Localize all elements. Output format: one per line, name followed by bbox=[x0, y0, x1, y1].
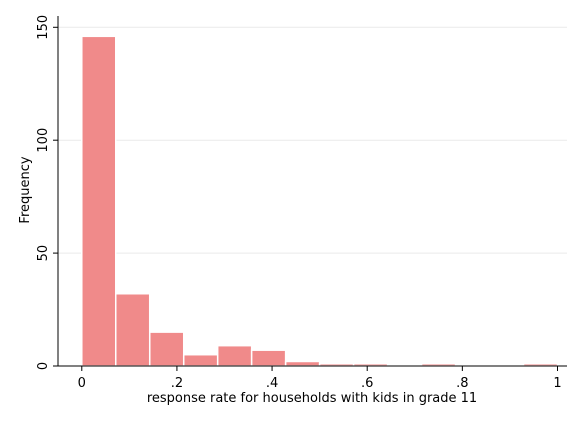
histogram-bar bbox=[115, 292, 151, 367]
x-tick-label: 1 bbox=[553, 376, 561, 391]
x-tick-label: 0 bbox=[78, 376, 86, 391]
histogram-bar bbox=[250, 349, 287, 367]
y-tick-label: 0 bbox=[36, 362, 51, 370]
y-axis-title: Frequency bbox=[18, 156, 33, 223]
tick-labels: 0 50 100 150 0 .2 .4 .6 .8 1 bbox=[36, 15, 562, 391]
histogram-bar bbox=[81, 35, 117, 367]
x-tick-label: .6 bbox=[361, 376, 373, 391]
histogram-bar bbox=[284, 360, 321, 367]
x-tick-label: .4 bbox=[266, 376, 278, 391]
histogram-bar bbox=[182, 353, 219, 367]
x-tick-label: .8 bbox=[456, 376, 468, 391]
y-tick-label: 50 bbox=[36, 245, 51, 262]
grid-lines bbox=[58, 26, 567, 254]
x-axis-title: response rate for households with kids i… bbox=[147, 391, 477, 406]
histogram-bar bbox=[216, 344, 253, 367]
bars bbox=[81, 35, 559, 367]
axes bbox=[53, 16, 567, 371]
x-tick-label: .2 bbox=[171, 376, 183, 391]
y-tick-label: 100 bbox=[36, 128, 51, 153]
y-tick-label: 150 bbox=[36, 15, 51, 40]
histogram-bar bbox=[149, 331, 185, 367]
